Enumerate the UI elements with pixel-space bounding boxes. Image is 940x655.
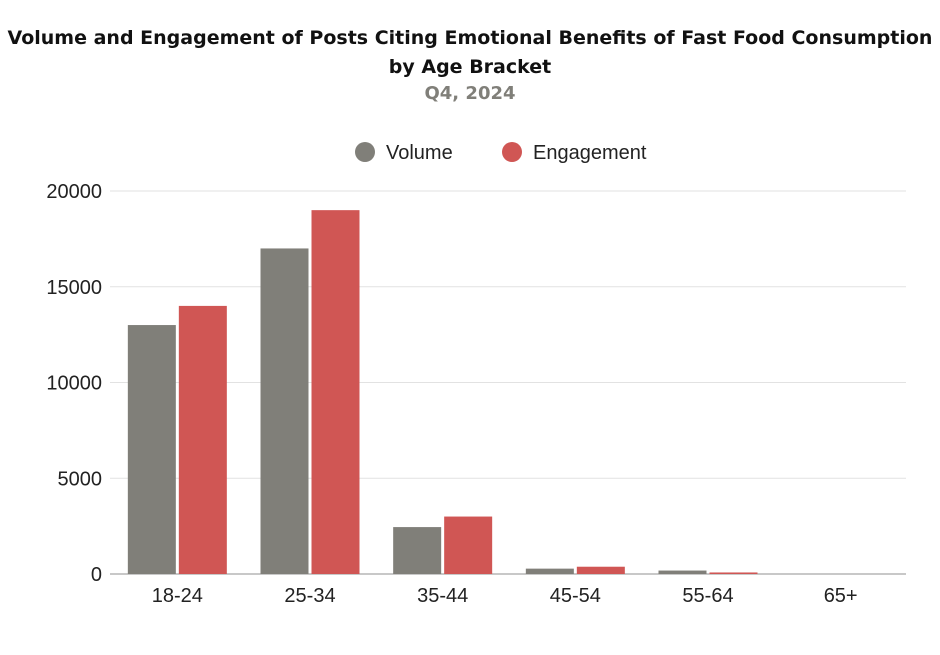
bar-volume-45-54 [525, 568, 574, 574]
legend-label-volume: Volume [386, 142, 453, 164]
legend-label-engagement: Engagement [533, 142, 647, 164]
x-axis: 18-24 25-34 35-44 45-54 55-64 65+ [152, 585, 858, 607]
legend: Volume Engagement [355, 142, 647, 164]
bar-volume-18-24 [127, 325, 176, 574]
chart-subtitle: Q4, 2024 [424, 83, 516, 104]
bars [127, 210, 758, 574]
y-tick-label: 10000 [46, 373, 102, 395]
bar-engagement-35-44 [444, 516, 493, 574]
x-tick-label: 55-64 [682, 585, 733, 607]
bar-volume-35-44 [393, 527, 442, 574]
y-tick-label: 15000 [46, 277, 102, 299]
x-tick-label: 45-54 [550, 585, 601, 607]
bar-volume-55-64 [658, 570, 707, 574]
chart-title: Volume and Engagement of Posts Citing Em… [7, 27, 933, 78]
bar-engagement-55-64 [709, 572, 758, 574]
bar-engagement-18-24 [178, 305, 227, 574]
x-tick-label: 25-34 [284, 585, 335, 607]
x-tick-label: 65+ [824, 585, 858, 607]
bar-engagement-25-34 [311, 210, 360, 574]
bar-volume-25-34 [260, 248, 309, 574]
legend-marker-engagement [502, 142, 522, 162]
x-tick-label: 35-44 [417, 585, 468, 607]
y-axis: 0 5000 10000 15000 20000 [46, 181, 102, 586]
y-tick-label: 0 [91, 564, 102, 586]
y-tick-label: 20000 [46, 181, 102, 203]
x-tick-label: 18-24 [152, 585, 203, 607]
y-tick-label: 5000 [58, 468, 103, 490]
bar-engagement-45-54 [576, 566, 625, 574]
legend-marker-volume [355, 142, 375, 162]
gridlines [110, 190, 906, 575]
